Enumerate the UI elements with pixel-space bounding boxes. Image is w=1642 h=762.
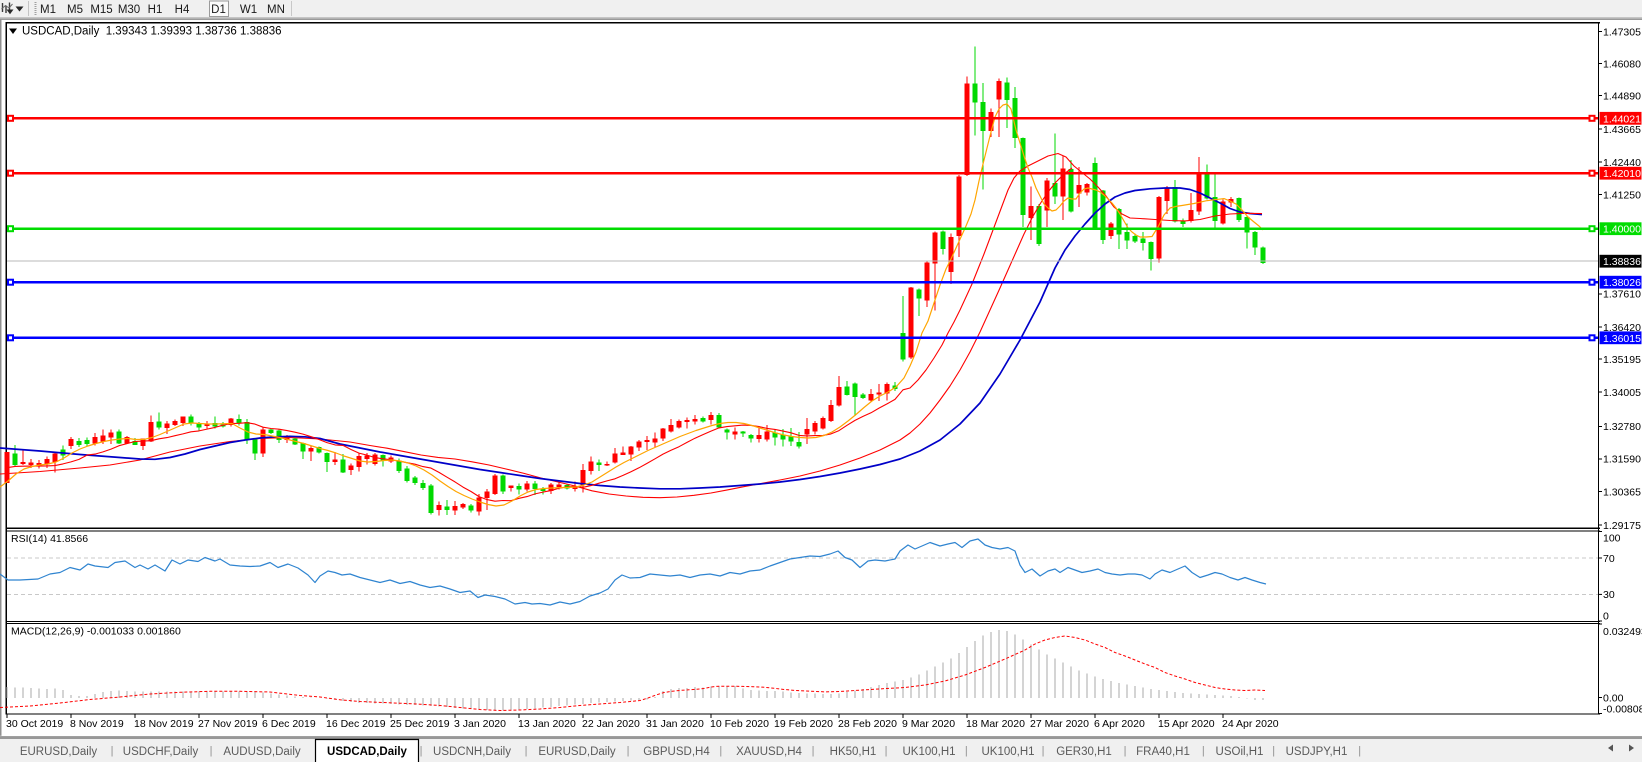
svg-text:0.032493: 0.032493 xyxy=(1603,626,1642,638)
svg-text:USDJPY,H1: USDJPY,H1 xyxy=(1286,746,1348,758)
svg-text:22 Jan 2020: 22 Jan 2020 xyxy=(582,718,640,730)
svg-text:W1: W1 xyxy=(240,4,257,16)
svg-text:1.42010: 1.42010 xyxy=(1603,168,1641,180)
svg-text:24 Apr 2020: 24 Apr 2020 xyxy=(1222,718,1279,730)
svg-text:10 Feb 2020: 10 Feb 2020 xyxy=(710,718,769,730)
svg-text:USOil,H1: USOil,H1 xyxy=(1216,746,1264,758)
svg-text:1.43665: 1.43665 xyxy=(1603,124,1641,136)
svg-text:1.44890: 1.44890 xyxy=(1603,90,1641,102)
svg-text:3 Jan 2020: 3 Jan 2020 xyxy=(454,718,506,730)
svg-text:|: | xyxy=(111,745,114,757)
svg-text:UK100,H1: UK100,H1 xyxy=(902,746,955,758)
svg-text:|: | xyxy=(812,745,815,757)
svg-text:FRA40,H1: FRA40,H1 xyxy=(1136,746,1190,758)
svg-text:27 Mar 2020: 27 Mar 2020 xyxy=(1030,718,1089,730)
svg-text:|: | xyxy=(525,745,528,757)
svg-text:16 Dec 2019: 16 Dec 2019 xyxy=(326,718,386,730)
svg-text:1.38026: 1.38026 xyxy=(1603,277,1641,289)
svg-text:|: | xyxy=(1042,745,1045,757)
svg-text:31 Jan 2020: 31 Jan 2020 xyxy=(646,718,704,730)
svg-text:0: 0 xyxy=(1603,610,1609,622)
svg-text:USDCAD,Daily: USDCAD,Daily xyxy=(327,746,407,758)
svg-text:1.32780: 1.32780 xyxy=(1603,421,1641,433)
svg-text:|: | xyxy=(885,745,888,757)
svg-text:XAUUSD,H4: XAUUSD,H4 xyxy=(736,746,802,758)
svg-text:AUDUSD,Daily: AUDUSD,Daily xyxy=(223,746,301,758)
svg-text:6 Dec 2019: 6 Dec 2019 xyxy=(262,718,316,730)
svg-text:1.44021: 1.44021 xyxy=(1603,113,1641,125)
svg-text:|: | xyxy=(1358,745,1361,757)
svg-text:M15: M15 xyxy=(90,4,112,16)
svg-text:1.46080: 1.46080 xyxy=(1603,58,1641,70)
svg-text:H1: H1 xyxy=(148,4,163,16)
svg-text:1.29175: 1.29175 xyxy=(1603,520,1641,532)
svg-text:19 Feb 2020: 19 Feb 2020 xyxy=(774,718,833,730)
svg-text:EURUSD,Daily: EURUSD,Daily xyxy=(538,746,616,758)
svg-text:EURUSD,Daily: EURUSD,Daily xyxy=(20,746,98,758)
svg-text:1.30365: 1.30365 xyxy=(1603,486,1641,498)
svg-text:1.47305: 1.47305 xyxy=(1603,26,1641,38)
svg-text:1.37610: 1.37610 xyxy=(1603,289,1641,301)
svg-text:GBPUSD,H4: GBPUSD,H4 xyxy=(643,746,710,758)
svg-text:1.42440: 1.42440 xyxy=(1603,157,1641,169)
svg-text:MACD(12,26,9) -0.001033 0.0018: MACD(12,26,9) -0.001033 0.001860 xyxy=(11,626,181,638)
svg-text:|: | xyxy=(627,745,630,757)
svg-text:RSI(14) 41.8566: RSI(14) 41.8566 xyxy=(11,533,88,545)
svg-text:|: | xyxy=(420,745,423,757)
svg-text:1.41250: 1.41250 xyxy=(1603,189,1641,201)
svg-text:-0.008086: -0.008086 xyxy=(1603,704,1642,716)
svg-text:8 Nov 2019: 8 Nov 2019 xyxy=(70,718,124,730)
svg-text:30 Oct 2019: 30 Oct 2019 xyxy=(6,718,63,730)
svg-text:1.36420: 1.36420 xyxy=(1603,322,1641,334)
svg-text:15 Apr 2020: 15 Apr 2020 xyxy=(1158,718,1215,730)
svg-text:13 Jan 2020: 13 Jan 2020 xyxy=(518,718,576,730)
svg-text:UK100,H1: UK100,H1 xyxy=(981,746,1034,758)
svg-text:USDCHF,Daily: USDCHF,Daily xyxy=(123,746,199,758)
svg-text:|: | xyxy=(1272,745,1275,757)
svg-text:|: | xyxy=(965,745,968,757)
svg-text:1.36015: 1.36015 xyxy=(1603,333,1641,345)
svg-text:MN: MN xyxy=(267,4,285,16)
svg-text:M1: M1 xyxy=(40,4,56,16)
svg-text:M30: M30 xyxy=(118,4,140,16)
svg-text:1.31590: 1.31590 xyxy=(1603,454,1641,466)
svg-text:|: | xyxy=(1124,745,1127,757)
svg-text:USDCNH,Daily: USDCNH,Daily xyxy=(433,746,511,758)
svg-text:HK50,H1: HK50,H1 xyxy=(830,746,877,758)
svg-text:M5: M5 xyxy=(67,4,83,16)
svg-text:|: | xyxy=(719,745,722,757)
svg-text:9 Mar 2020: 9 Mar 2020 xyxy=(902,718,955,730)
svg-text:100: 100 xyxy=(1603,532,1621,544)
svg-text:|: | xyxy=(1202,745,1205,757)
svg-text:D1: D1 xyxy=(211,4,226,16)
svg-text:30: 30 xyxy=(1603,589,1615,601)
svg-text:GER30,H1: GER30,H1 xyxy=(1056,746,1112,758)
svg-text:1.34005: 1.34005 xyxy=(1603,387,1641,399)
svg-text:70: 70 xyxy=(1603,553,1615,565)
svg-text:25 Dec 2019: 25 Dec 2019 xyxy=(390,718,450,730)
svg-text:28 Feb 2020: 28 Feb 2020 xyxy=(838,718,897,730)
svg-text:18 Nov 2019: 18 Nov 2019 xyxy=(134,718,194,730)
svg-text:1.38836: 1.38836 xyxy=(1603,256,1641,268)
svg-text:H4: H4 xyxy=(175,4,190,16)
svg-text:6 Apr 2020: 6 Apr 2020 xyxy=(1094,718,1145,730)
svg-text:27 Nov 2019: 27 Nov 2019 xyxy=(198,718,258,730)
svg-text:|: | xyxy=(210,745,213,757)
svg-text:18 Mar 2020: 18 Mar 2020 xyxy=(966,718,1025,730)
svg-text:USDCAD,Daily 1.39343 1.39393: USDCAD,Daily 1.39343 1.39393 1.38736 1.3… xyxy=(22,26,282,38)
svg-text:1.35195: 1.35195 xyxy=(1603,354,1641,366)
svg-text:1.40000: 1.40000 xyxy=(1603,224,1641,236)
svg-text:0.00: 0.00 xyxy=(1603,692,1624,704)
